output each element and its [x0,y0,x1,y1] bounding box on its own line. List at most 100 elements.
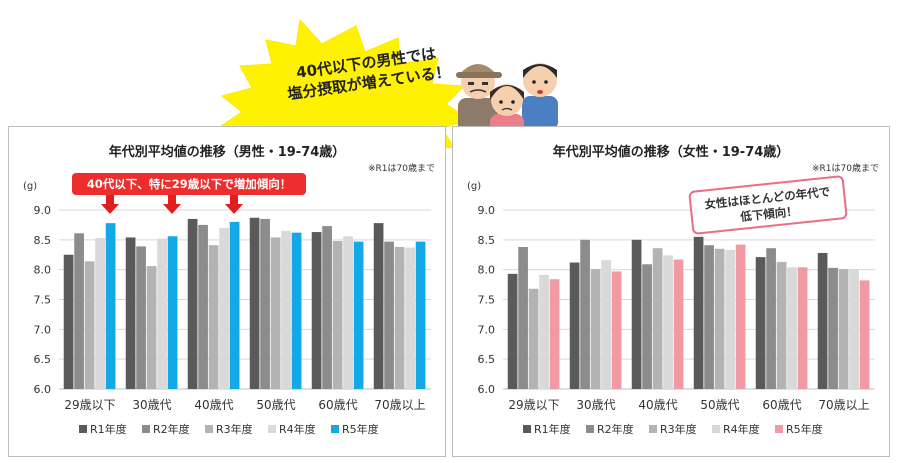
bar [766,248,776,389]
x-category-label: 29歳以下 [508,398,559,412]
x-category-label: 30歳代 [132,398,171,412]
bar [405,247,415,389]
legend-swatch [331,425,339,433]
y-tick-label: 6.0 [478,383,496,396]
legend-swatch [649,425,657,433]
legend-label: R2年度 [597,422,634,436]
y-tick-label: 9.0 [34,204,52,217]
bar [580,239,590,389]
legend-swatch [775,425,783,433]
bar [838,269,849,389]
x-category-label: 70歳以上 [374,398,425,412]
bar [817,252,828,389]
legend-label: R1年度 [90,422,127,436]
legend-swatch [79,425,87,433]
legend-swatch [142,425,150,433]
bar [787,267,797,389]
bar [611,271,622,389]
bar [353,241,364,389]
x-category-label: 29歳以下 [64,398,115,412]
bar [84,261,95,389]
x-category-label: 60歳代 [762,398,801,412]
legend-label: R1年度 [534,422,571,436]
female-bar-chart: 6.0 6.5 7.0 7.5 8.0 8.5 9.0 29歳以下 30歳代 40歳代 50歳代 60… [478,204,875,436]
bar [105,223,116,389]
bar [652,248,663,389]
bar [167,236,178,389]
bar [95,238,105,389]
legend-label: R3年度 [216,422,253,436]
y-tick-label: 8.0 [478,264,496,277]
y-tick-label: 7.5 [34,294,52,307]
bar [693,236,704,389]
y-tick-label: 9.0 [478,204,496,217]
bar [384,241,394,389]
x-category-label: 30歳代 [576,398,615,412]
bar [601,260,611,389]
y-tick-label: 7.0 [34,323,52,336]
bar [859,280,870,389]
chart-note: ※R1は70歳まで [812,164,879,174]
bar [260,218,270,389]
bar [776,261,787,389]
young-man-figure [522,63,558,130]
bar [394,246,405,389]
legend-swatch [205,425,213,433]
female-chart-panel: 年代別平均値の推移（女性・19-74歳） ※R1は70歳まで (g) 6.0 6.… [452,126,890,457]
legend-label: R3年度 [660,422,697,436]
bar [631,239,642,389]
bar [219,227,229,389]
bar [332,241,343,389]
y-tick-label: 7.5 [478,294,496,307]
bar [528,288,539,389]
x-category-label: 50歳代 [700,398,739,412]
y-axis-unit: (g) [467,181,482,192]
bar [291,232,302,389]
bar [569,262,580,389]
bar [270,237,281,389]
bar [311,232,322,389]
bar [415,241,426,389]
bar [549,279,560,389]
x-category-label: 70歳以上 [818,398,869,412]
bar [229,221,240,389]
y-tick-label: 8.0 [34,264,52,277]
male-trend-callout: 40代以下、特に29歳以下で増加傾向！ [72,173,306,195]
bar [187,218,198,389]
legend-label: R2年度 [153,422,190,436]
x-category-label: 40歳代 [638,398,677,412]
bar [518,246,528,389]
x-category-label: 60歳代 [318,398,357,412]
bar [663,255,673,389]
bar [146,266,157,389]
y-tick-label: 8.5 [34,234,52,247]
bar [828,267,838,389]
bar [157,238,167,389]
legend-label: R4年度 [279,422,316,436]
bar [125,237,136,389]
x-category-label: 40歳代 [194,398,233,412]
bar [735,244,746,389]
chart-title: 年代別平均値の推移（女性・19-74歳） [552,145,790,160]
legend-label: R5年度 [342,422,379,436]
chart-title: 年代別平均値の推移（男性・19-74歳） [108,145,346,160]
bar [322,226,332,389]
bar [797,267,808,389]
bar [642,264,652,389]
bar [74,233,84,389]
bar [198,224,208,389]
bar [725,249,735,389]
y-axis-unit: (g) [23,181,38,192]
bar [249,217,260,389]
legend-label: R4年度 [723,422,760,436]
y-tick-label: 6.0 [34,383,52,396]
x-category-label: 50歳代 [256,398,295,412]
bar [849,269,859,389]
bar [755,257,766,389]
y-tick-label: 7.0 [478,323,496,336]
bar [539,275,549,389]
bar [281,230,291,389]
y-tick-label: 8.5 [478,234,496,247]
bar [136,246,146,389]
